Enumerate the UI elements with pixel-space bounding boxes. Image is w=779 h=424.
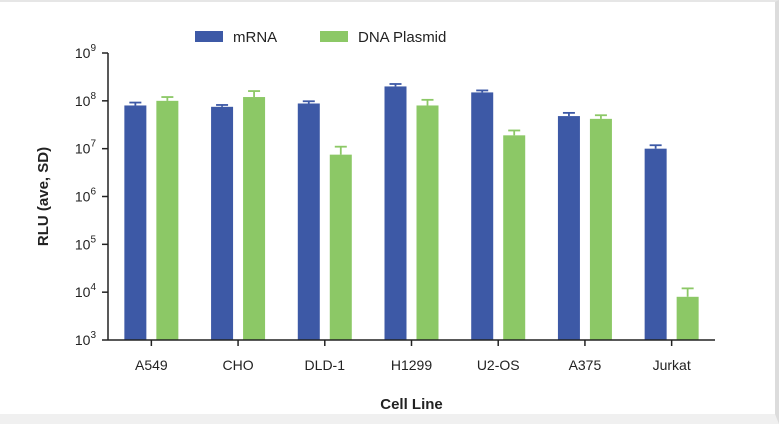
bar-dna-plasmid-u2-os [503,135,526,340]
x-tick-label-u2-os: U2-OS [477,357,520,373]
y-tick-label: 105 [75,234,97,252]
x-tick-label-h1299: H1299 [391,357,432,373]
legend-swatch-mrna [195,31,223,42]
bar-mrna-cho [211,106,234,340]
bar-mrna-dld-1 [297,103,320,340]
y-axis-title: RLU (ave, SD) [35,147,52,246]
y-axis-ticks: 103 104 105 106 107 108 109 [75,43,108,348]
bar-mrna-u2-os [471,92,494,340]
bar-dna-plasmid-jurkat [676,296,699,340]
x-tick-label-cho: CHO [223,357,254,373]
legend-swatch-dna-plasmid [320,31,348,42]
x-axis-ticks: A549 CHO DLD-1 H1299 U2-OS A375 Jurkat [135,340,691,373]
bars [124,83,699,340]
x-tick-label-a375: A375 [569,357,602,373]
x-axis-title: Cell Line [380,396,443,413]
y-tick-label: 104 [75,282,97,300]
x-tick-label-dld-1: DLD-1 [305,357,346,373]
legend: mRNA DNA Plasmid [195,29,446,46]
bar-dna-plasmid-a549 [156,100,179,340]
bar-dna-plasmid-a375 [589,118,612,340]
y-tick-label: 107 [75,139,97,157]
bar-mrna-jurkat [644,148,667,340]
bar-dna-plasmid-dld-1 [329,154,352,340]
bar-dna-plasmid-h1299 [416,105,439,340]
y-tick-label: 109 [75,43,97,61]
bar-dna-plasmid-cho [243,97,266,340]
legend-label-dna-plasmid: DNA Plasmid [358,29,446,46]
bar-mrna-h1299 [384,86,407,340]
y-tick-label: 108 [75,91,97,109]
legend-label-mrna: mRNA [233,29,277,46]
y-tick-label: 106 [75,187,97,205]
x-tick-label-jurkat: Jurkat [653,357,691,373]
x-tick-label-a549: A549 [135,357,168,373]
bar-mrna-a375 [557,116,580,340]
y-tick-label: 103 [75,330,97,348]
bar-mrna-a549 [124,105,147,340]
